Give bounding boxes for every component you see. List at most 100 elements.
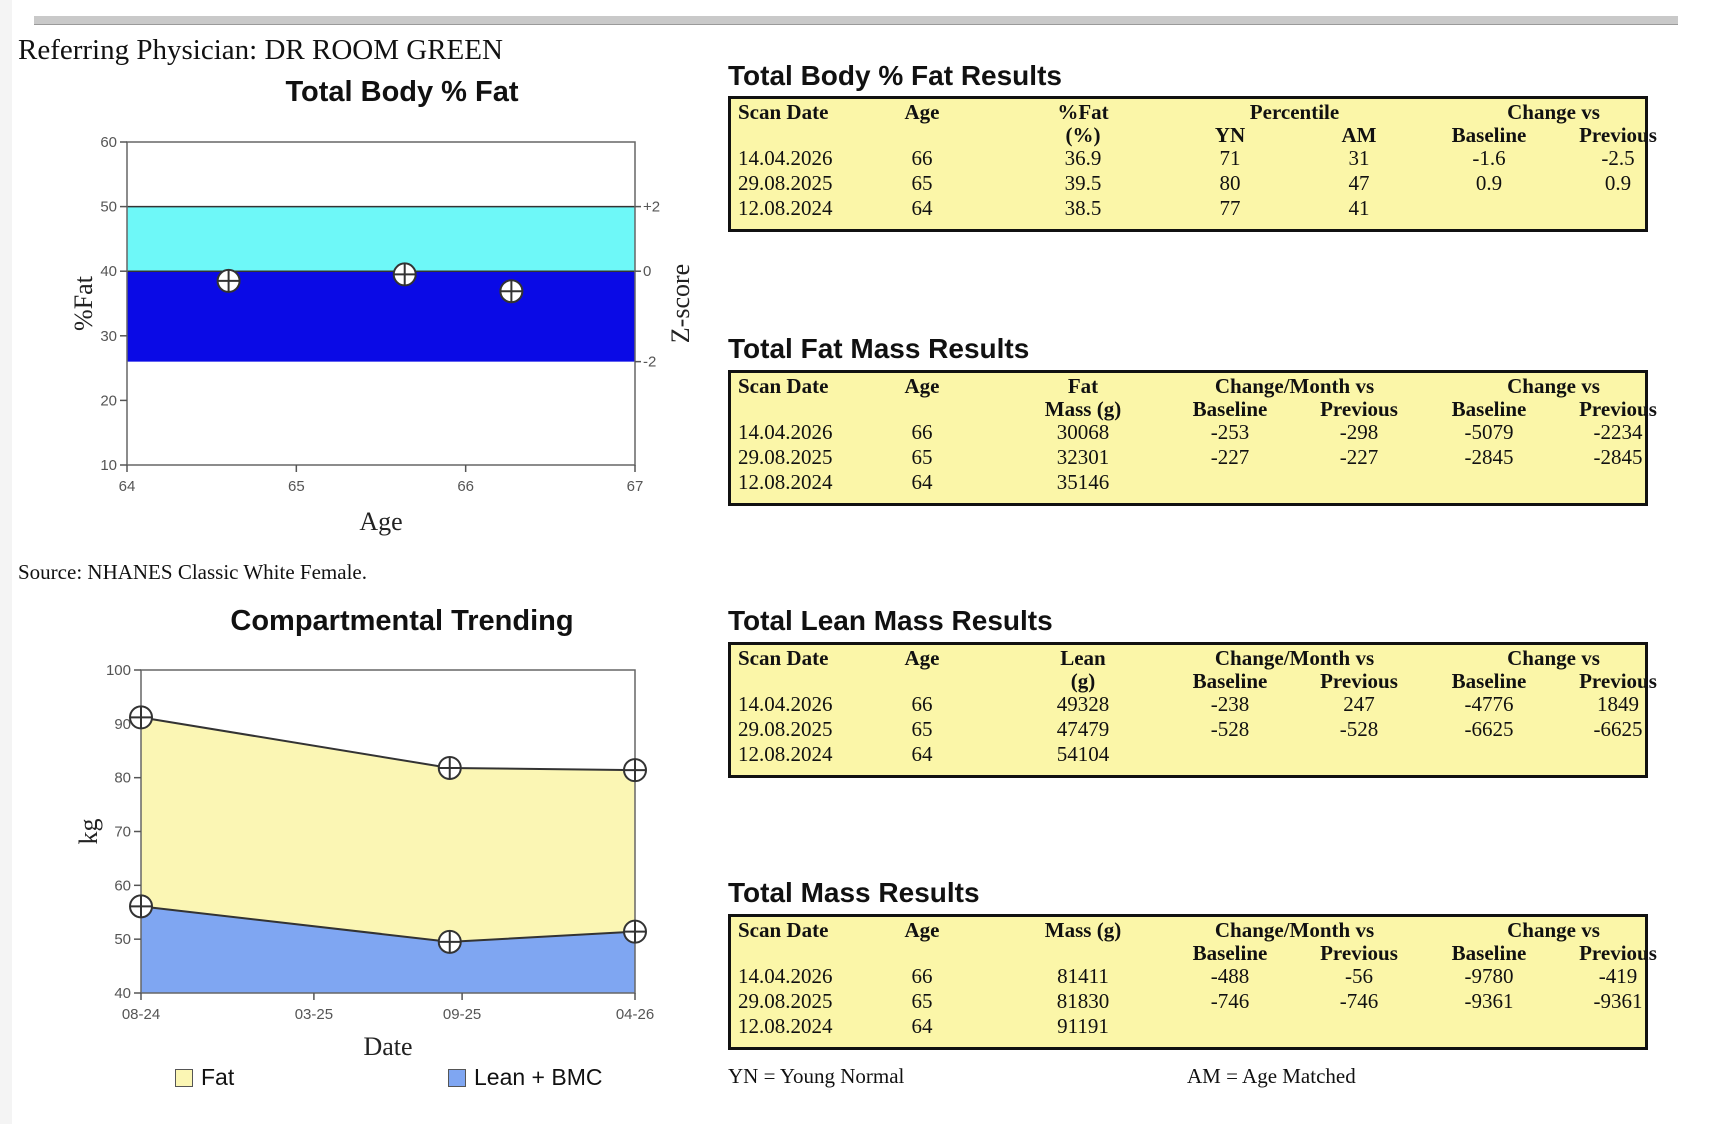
table-cell: 66	[911, 420, 933, 444]
table-cell: 71	[1219, 146, 1241, 170]
header-group-2-a: Baseline	[1451, 123, 1527, 147]
legend-fat: Fat	[175, 1064, 234, 1091]
header-group-1-b: Previous	[1320, 397, 1398, 421]
header-group-1-b: Previous	[1320, 941, 1398, 965]
table-total-mass: Scan Date Age Mass (g) Change/Month vs Basel…	[728, 914, 1657, 1050]
table-cell: 66	[911, 964, 933, 988]
x-axis-label: Age	[359, 507, 402, 536]
table-cell: -419	[1598, 964, 1638, 988]
y-tick-label: 30	[100, 328, 117, 345]
header-group-2-b: Previous	[1579, 941, 1657, 965]
table-cell: -1.6	[1472, 146, 1506, 170]
header-measure: Mass (g)	[1044, 918, 1122, 942]
table-cell: -6625	[1464, 717, 1514, 741]
table-lean-mass: Scan Date Age Lean (g) Change/Month vs Baseli…	[728, 642, 1657, 778]
data-point	[437, 929, 462, 954]
cell-scan-date: 29.08.2025	[738, 717, 833, 741]
table-cell: 32301	[1056, 445, 1110, 469]
header-measure: Fat	[1067, 374, 1099, 398]
compartmental-trend-chart: 40 50 60 70 80 90 100 08-24 03-25 09-25 04-26 Date k…	[74, 662, 654, 1061]
header-group-2-a: Baseline	[1451, 397, 1527, 421]
x-tick-label: 65	[288, 478, 305, 495]
x-tick-label: 64	[119, 478, 136, 495]
table-cell: 38.5	[1064, 196, 1102, 220]
data-point	[437, 755, 462, 780]
header-group-2-b: Previous	[1579, 397, 1657, 421]
table-cell: 65	[911, 989, 933, 1013]
header-measure-unit: (g)	[1070, 669, 1096, 693]
header-age: Age	[904, 918, 940, 942]
table-cell: 47479	[1056, 717, 1110, 741]
table-cell: -2845	[1464, 445, 1514, 469]
header-group-2-a: Baseline	[1451, 669, 1527, 693]
z-tick-label: +2	[643, 199, 660, 216]
table-cell: 80	[1219, 171, 1241, 195]
table-cell: 64	[911, 742, 933, 766]
y-tick-label: 20	[100, 392, 117, 409]
table-cell: 66	[911, 146, 933, 170]
header-scan-date: Scan Date	[738, 918, 829, 942]
table-cell: 65	[911, 171, 933, 195]
table-cell: 65	[911, 445, 933, 469]
table-cell: -528	[1339, 717, 1379, 741]
table-cell: 0.9	[1604, 171, 1632, 195]
table-cell: 77	[1219, 196, 1241, 220]
header-group-1: Change/Month vs	[1214, 374, 1375, 398]
table-cell: -227	[1210, 445, 1250, 469]
header-scan-date: Scan Date	[738, 374, 829, 398]
fat-chart-title: Total Body % Fat	[285, 76, 519, 108]
table-cell: -2.5	[1601, 146, 1635, 170]
legend-lean-swatch	[448, 1068, 466, 1087]
x-tick-label: 66	[457, 478, 474, 495]
table-cell: 54104	[1056, 742, 1110, 766]
header-age: Age	[904, 646, 940, 670]
reference-source: Source: NHANES Classic White Female.	[18, 560, 367, 584]
z-tick-label: 0	[643, 263, 651, 280]
y-tick-label: 60	[100, 134, 117, 151]
x-tick-label: 08-24	[122, 1006, 160, 1023]
table-cell: -9780	[1464, 964, 1514, 988]
cell-scan-date: 29.08.2025	[738, 989, 833, 1013]
table-cell: 39.5	[1064, 171, 1102, 195]
table-title-total-mass: Total Mass Results	[728, 877, 980, 908]
table-cell: 64	[911, 196, 933, 220]
legend-fat-label: Fat	[201, 1064, 235, 1090]
table-cell: 247	[1343, 692, 1375, 716]
cell-scan-date: 14.04.2026	[738, 692, 833, 716]
y-tick-label: 90	[114, 716, 131, 733]
table-cell: 81830	[1056, 989, 1110, 1013]
table-title-fat-percent: Total Body % Fat Results	[728, 60, 1062, 91]
table-cell: -227	[1339, 445, 1379, 469]
table-cell: -6625	[1593, 717, 1643, 741]
cell-scan-date: 14.04.2026	[738, 964, 833, 988]
table-fat-percent: Scan Date Age %Fat (%) Percentile YN AM Change …	[728, 96, 1657, 232]
table-title-fat-mass: Total Fat Mass Results	[728, 333, 1030, 364]
series-area-lean	[141, 906, 635, 993]
legend-lean: Lean + BMC	[448, 1064, 603, 1091]
y-tick-label: 10	[100, 457, 117, 474]
cell-scan-date: 29.08.2025	[738, 445, 833, 469]
table-cell: 47	[1348, 171, 1370, 195]
header-group-2: Change vs	[1507, 646, 1600, 670]
table-cell: 35146	[1056, 470, 1110, 494]
report-page: Referring Physician: DR ROOM GREEN Total…	[12, 0, 1732, 1124]
plot-frame	[126, 141, 636, 466]
header-group-1-b: Previous	[1320, 669, 1398, 693]
header-group-1-b: AM	[1341, 123, 1377, 147]
cell-scan-date: 12.08.2024	[738, 1014, 833, 1038]
table-cell: -253	[1210, 420, 1250, 444]
physician-name: DR ROOM GREEN	[264, 34, 503, 66]
trend-chart-title: Compartmental Trending	[230, 605, 574, 637]
x-tick-label: 03-25	[295, 1006, 333, 1023]
data-point	[623, 919, 647, 944]
header-group-1-a: Baseline	[1192, 397, 1268, 421]
header-group-1-a: Baseline	[1192, 669, 1268, 693]
table-cell: 66	[911, 692, 933, 716]
z-tick-label: -2	[643, 354, 656, 371]
cell-scan-date: 14.04.2026	[738, 146, 833, 170]
table-cell: -9361	[1464, 989, 1514, 1013]
header-group-2-b: Previous	[1579, 123, 1657, 147]
fat-percent-chart: 10 20 30 40 50 60 64 65 66 67 +2 0 -2 Age %Fat Z-score	[69, 134, 695, 536]
y-axis-label: kg	[74, 819, 103, 845]
table-cell: -2845	[1593, 445, 1643, 469]
